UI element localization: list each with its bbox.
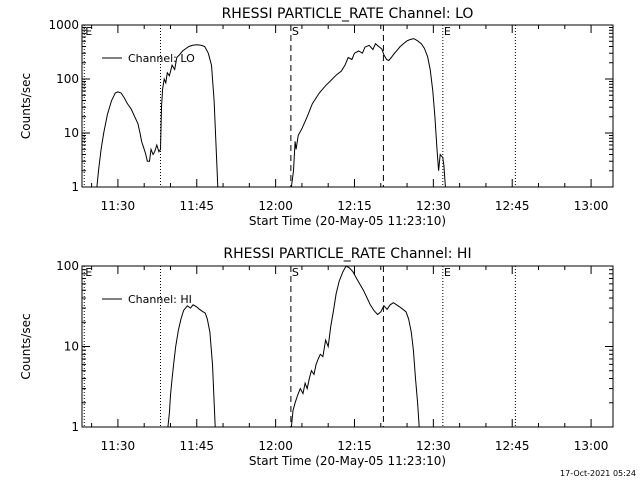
x-axis-label: Start Time (20-May-05 11:23:10)	[249, 214, 446, 228]
series-line	[167, 304, 216, 428]
date-stamp: 17-Oct-2021 05:24	[560, 469, 636, 478]
x-tick-label: 12:45	[495, 199, 530, 213]
x-tick-label: 12:45	[495, 439, 530, 453]
marker-label: S	[292, 25, 299, 38]
x-tick-label: 11:30	[101, 439, 136, 453]
legend-label: Channel: HI	[128, 293, 192, 306]
y-tick-label: 1	[71, 420, 79, 434]
x-tick-label: 12:00	[258, 439, 293, 453]
legend-label: Channel: LO	[128, 52, 195, 65]
y-tick-label: 1000	[48, 18, 79, 32]
x-tick-label: 13:00	[574, 439, 609, 453]
x-tick-label: 11:30	[101, 199, 136, 213]
chart-title: RHESSI PARTICLE_RATE Channel: LO	[222, 6, 474, 22]
marker-label: S	[292, 266, 299, 279]
y-tick-label: 10	[64, 340, 79, 354]
x-axis-label: Start Time (20-May-05 11:23:10)	[249, 454, 446, 468]
y-tick-label: 1	[71, 180, 79, 194]
x-tick-label: 12:30	[416, 199, 451, 213]
x-tick-label: 11:45	[179, 439, 214, 453]
y-axis-label: Counts/sec	[19, 313, 33, 379]
x-tick-label: 13:00	[574, 199, 609, 213]
axes-frame	[81, 24, 614, 188]
x-tick-label: 12:15	[337, 199, 372, 213]
series-line	[96, 44, 219, 188]
x-tick-label: 12:15	[337, 439, 372, 453]
x-tick-label: 11:45	[179, 199, 214, 213]
marker-label: E	[85, 266, 92, 279]
y-tick-label: 10	[64, 126, 79, 140]
y-tick-label: 100	[56, 72, 79, 86]
marker-label: E	[85, 25, 92, 38]
y-axis-label: Counts/sec	[19, 73, 33, 139]
chart-channel-hi: RHESSI PARTICLE_RATE Channel: HI 11:30 11:…	[19, 246, 614, 468]
y-tick-label: 100	[56, 259, 79, 273]
marker-label: E	[444, 25, 451, 38]
chart-title: RHESSI PARTICLE_RATE Channel: HI	[223, 246, 471, 262]
marker-label: E	[444, 266, 451, 279]
series-line	[290, 265, 420, 428]
series-line	[290, 38, 446, 188]
x-tick-label: 12:00	[258, 199, 293, 213]
chart-channel-lo: RHESSI PARTICLE_RATE Channel: LO 11:30 11:…	[19, 6, 614, 228]
x-tick-label: 12:30	[416, 439, 451, 453]
